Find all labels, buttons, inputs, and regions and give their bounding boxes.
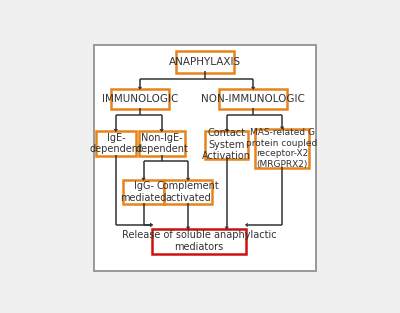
Text: NON-IMMUNOLOGIC: NON-IMMUNOLOGIC — [201, 94, 305, 104]
Text: IgG-
mediated: IgG- mediated — [120, 181, 167, 203]
FancyBboxPatch shape — [123, 180, 164, 204]
Text: Complement
activated: Complement activated — [157, 181, 220, 203]
FancyBboxPatch shape — [96, 131, 136, 156]
FancyBboxPatch shape — [94, 45, 316, 271]
Text: Non-IgE-
dependent: Non-IgE- dependent — [135, 133, 188, 154]
Polygon shape — [114, 129, 118, 132]
Polygon shape — [150, 223, 153, 227]
Polygon shape — [251, 87, 255, 90]
FancyBboxPatch shape — [205, 131, 248, 159]
Polygon shape — [138, 87, 142, 90]
Polygon shape — [150, 223, 153, 227]
Text: Release of soluble anaphylactic
mediators: Release of soluble anaphylactic mediator… — [122, 230, 276, 252]
Polygon shape — [141, 178, 146, 181]
Polygon shape — [186, 178, 190, 181]
Polygon shape — [224, 129, 229, 132]
FancyBboxPatch shape — [111, 89, 169, 109]
FancyBboxPatch shape — [139, 131, 184, 156]
Polygon shape — [224, 227, 229, 230]
FancyBboxPatch shape — [176, 51, 234, 73]
Text: IgE-
dependent: IgE- dependent — [89, 133, 142, 154]
Polygon shape — [245, 223, 248, 227]
Polygon shape — [280, 127, 284, 130]
Text: Contact
System
Activation: Contact System Activation — [202, 128, 251, 162]
FancyBboxPatch shape — [220, 89, 287, 109]
Text: IMMUNOLOGIC: IMMUNOLOGIC — [102, 94, 178, 104]
Polygon shape — [160, 129, 164, 132]
FancyBboxPatch shape — [255, 129, 309, 168]
Polygon shape — [186, 227, 190, 230]
Text: MAS-related G
protein coupled
receptor-X2
(MRGPRX2): MAS-related G protein coupled receptor-X… — [246, 128, 318, 168]
FancyBboxPatch shape — [164, 180, 212, 204]
FancyBboxPatch shape — [152, 228, 246, 254]
Text: ANAPHYLAXIS: ANAPHYLAXIS — [169, 57, 241, 67]
